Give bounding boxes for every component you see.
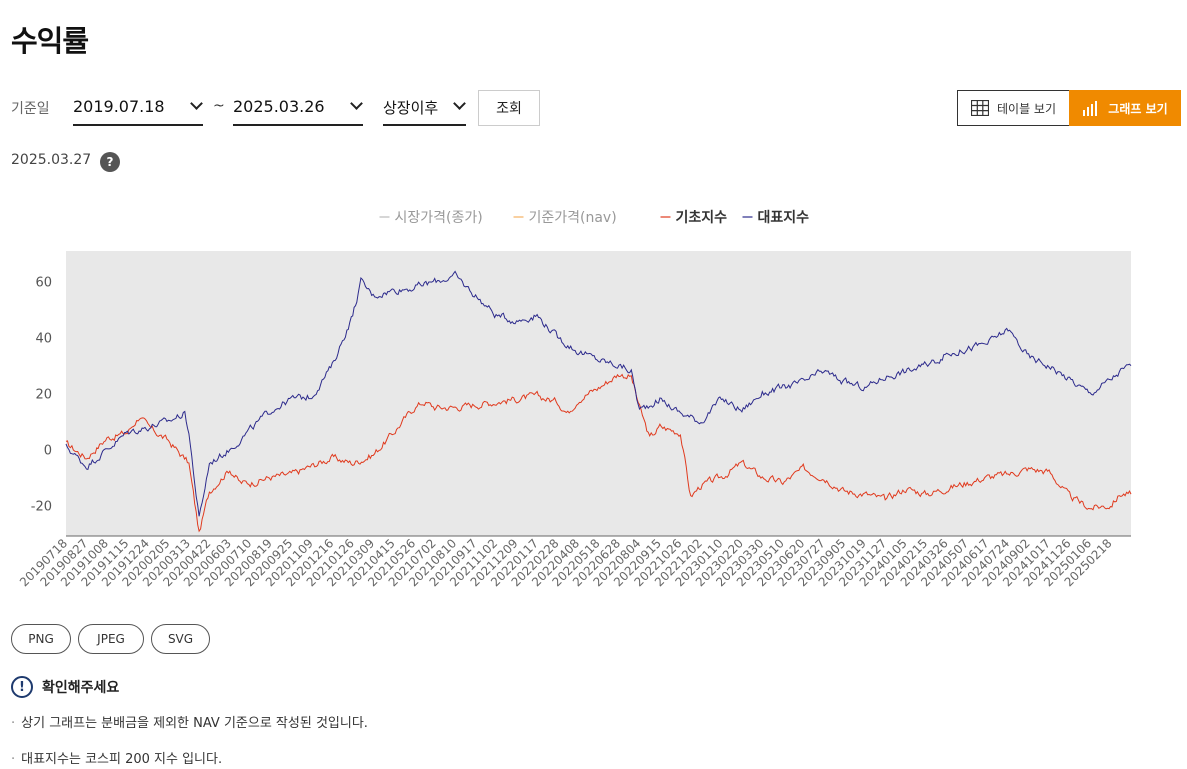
exclamation-icon: ! — [11, 676, 33, 698]
series-line-base-index — [65, 373, 1132, 533]
notice-text: 상기 그래프는 분배금을 제외한 NAV 기준으로 작성된 것입니다. — [21, 716, 368, 731]
legend-label: 대표지수 — [758, 210, 810, 226]
export-buttons: PNG JPEG SVG — [11, 624, 210, 654]
legend-label: 기초지수 — [676, 210, 728, 226]
start-date-select[interactable]: 2019.07.18 — [73, 90, 203, 126]
chevron-down-icon — [190, 97, 203, 110]
export-svg-button[interactable]: SVG — [151, 624, 210, 654]
notice-item: · 상기 그래프는 분배금을 제외한 NAV 기준으로 작성된 것입니다. — [11, 716, 368, 731]
bar-chart-icon — [1083, 101, 1098, 116]
y-axis: 60 40 20 0 -20 — [31, 276, 52, 515]
plot-area — [66, 251, 1131, 536]
legend-item[interactable]: 기초지수 — [660, 210, 728, 226]
notice-item: · 대표지수는 코스피 200 지수 입니다. — [11, 752, 223, 767]
notice-title: 확인해주세요 — [42, 680, 120, 696]
y-tick-label: 60 — [35, 276, 52, 291]
y-tick-label: -20 — [31, 499, 52, 514]
start-date-value: 2019.07.18 — [73, 97, 165, 116]
date-range-separator: ~ — [213, 98, 225, 114]
y-tick-label: 20 — [35, 388, 52, 403]
period-value: 상장이후 — [383, 99, 439, 117]
series-line-benchmark-index — [65, 270, 1132, 517]
end-date-value: 2025.03.26 — [233, 97, 325, 116]
period-select[interactable]: 상장이후 — [383, 90, 466, 126]
chevron-down-icon — [453, 97, 466, 110]
graph-view-label: 그래프 보기 — [1108, 101, 1168, 116]
returns-line-chart: 시장가격(종가) 기준가격(nav) 기초지수 대표지수 60 40 20 0 -20 201… — [17, 210, 1132, 589]
notice-text: 대표지수는 코스피 200 지수 입니다. — [21, 752, 223, 767]
legend-label: 기준가격(nav) — [529, 210, 617, 226]
export-jpeg-button[interactable]: JPEG — [78, 624, 144, 654]
end-date-select[interactable]: 2025.03.26 — [233, 90, 363, 126]
notice-header: ! 확인해주세요 — [11, 676, 119, 698]
view-toggle: 테이블 보기 그래프 보기 — [957, 90, 1181, 126]
legend-item[interactable]: 기준가격(nav) — [513, 210, 617, 226]
series-lines — [65, 270, 1132, 533]
help-icon[interactable]: ? — [100, 152, 120, 172]
as-of-date: 2025.03.27 — [11, 152, 92, 168]
legend-label: 시장가격(종가) — [395, 210, 483, 226]
graph-view-button[interactable]: 그래프 보기 — [1069, 90, 1181, 126]
export-png-button[interactable]: PNG — [11, 624, 71, 654]
table-view-label: 테이블 보기 — [996, 101, 1056, 116]
chevron-down-icon — [350, 97, 363, 110]
table-view-button[interactable]: 테이블 보기 — [957, 90, 1069, 126]
page-title: 수익률 — [11, 24, 89, 58]
table-grid-icon — [970, 100, 989, 116]
chart-legend: 시장가격(종가) 기준가격(nav) 기초지수 대표지수 — [379, 210, 810, 226]
x-axis: 2019071820190827201910082019111520191224… — [17, 536, 1115, 589]
base-date-label: 기준일 — [11, 101, 50, 117]
date-filter-bar: 기준일 2019.07.18 ~ 2025.03.26 상장이후 조회 — [11, 90, 1181, 126]
legend-item[interactable]: 시장가격(종가) — [379, 210, 483, 226]
query-button[interactable]: 조회 — [478, 90, 540, 126]
y-tick-label: 0 — [44, 443, 52, 458]
y-tick-label: 40 — [35, 332, 52, 347]
legend-item[interactable]: 대표지수 — [742, 210, 810, 226]
